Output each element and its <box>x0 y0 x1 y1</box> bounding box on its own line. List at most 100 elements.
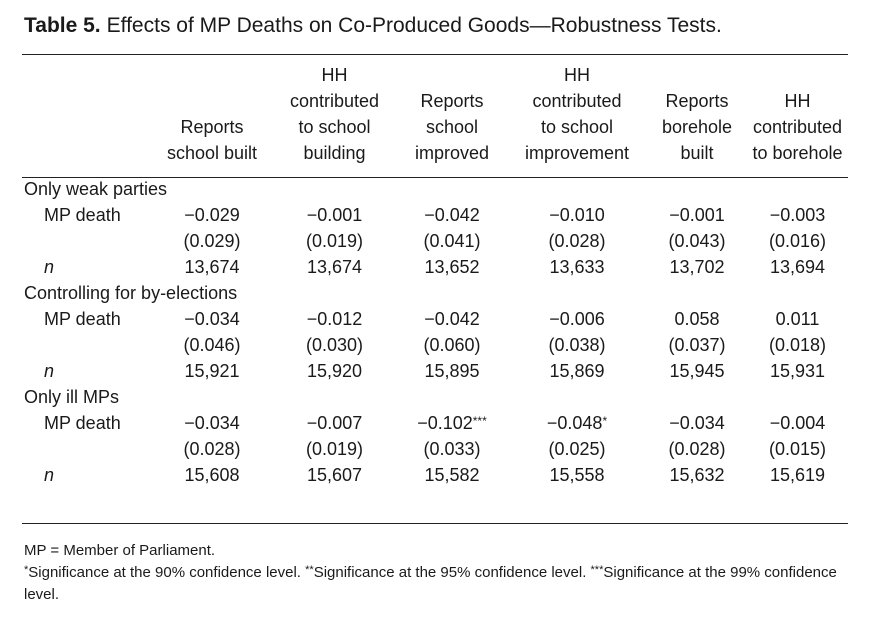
coef-value: −0.034 <box>184 309 240 329</box>
coef-cell: −0.001 <box>272 202 397 228</box>
section-title: Controlling for by-elections <box>24 283 238 303</box>
se-cell: (0.016) <box>768 231 827 251</box>
coef-value: −0.004 <box>769 413 826 433</box>
coef-value: −0.034 <box>669 413 725 433</box>
sig-mark: * <box>24 564 29 576</box>
results-table: Reports school built HH contributed to s… <box>22 62 848 488</box>
coef-cell: −0.006 <box>507 306 647 332</box>
n-cell: 13,652 <box>424 257 480 277</box>
n-cell: 13,694 <box>769 257 826 277</box>
n-cell: 15,607 <box>306 465 363 485</box>
coef-row: MP death −0.029 −0.001 −0.042 −0.010 −0.001 −0… <box>22 202 848 228</box>
se-cell: (0.033) <box>423 439 481 459</box>
header-rule <box>22 177 848 178</box>
coef-cell: −0.003 <box>747 202 848 228</box>
n-cell: 13,674 <box>184 257 240 277</box>
column-header: Reports borehole built <box>661 91 733 163</box>
coef-value: 0.058 <box>674 309 720 329</box>
n-row: n 15,608 15,607 15,582 15,558 15,632 15,619 <box>22 462 848 488</box>
column-header: HH contributed to school improvement <box>524 65 630 163</box>
n-cell: 13,674 <box>306 257 363 277</box>
coef-cell: −0.007 <box>272 410 397 436</box>
coef-value: −0.001 <box>669 205 725 225</box>
section-row: Controlling for by-elections <box>22 280 848 306</box>
n-cell: 15,921 <box>184 361 240 381</box>
row-label-empty <box>22 332 152 358</box>
coef-cell: −0.048* <box>507 410 647 436</box>
stub-header <box>22 62 152 176</box>
table-label: Table 5. <box>24 14 101 37</box>
coef-cell: −0.034 <box>152 410 272 436</box>
coef-value: −0.048 <box>546 413 603 433</box>
coef-cell: −0.102*** <box>397 410 507 436</box>
section-row: Only ill MPs <box>22 384 848 410</box>
coef-cell: −0.004 <box>747 410 848 436</box>
bottom-rule <box>22 523 848 524</box>
coef-value: −0.102 <box>417 413 473 433</box>
row-label: MP death <box>44 413 121 433</box>
top-rule <box>22 54 848 55</box>
coef-value: −0.042 <box>424 205 480 225</box>
table-title: Effects of MP Deaths on Co-Produced Good… <box>106 14 722 37</box>
section-title: Only ill MPs <box>24 387 120 407</box>
coef-row: MP death −0.034 −0.007 −0.102*** −0.048* −0.0… <box>22 410 848 436</box>
coef-value: −0.042 <box>424 309 480 329</box>
significance-note: *Significance at the 90% confidence leve… <box>24 562 854 606</box>
n-label: n <box>44 465 55 485</box>
coef-cell: 0.011 <box>747 306 848 332</box>
n-cell: 15,608 <box>184 465 240 485</box>
table-body: Only weak parties MP death −0.029 −0.001 −0.… <box>22 176 848 488</box>
se-row: (0.028) (0.019) (0.033) (0.025) (0.028) (0.01… <box>22 436 848 462</box>
column-header: Reports school improved <box>414 91 490 163</box>
coef-cell: −0.029 <box>152 202 272 228</box>
coef-cell: −0.042 <box>397 202 507 228</box>
se-cell: (0.019) <box>305 231 364 251</box>
n-cell: 15,582 <box>424 465 480 485</box>
n-cell: 15,869 <box>549 361 605 381</box>
n-label: n <box>44 361 55 381</box>
se-cell: (0.025) <box>548 439 606 459</box>
row-label-empty <box>22 436 152 462</box>
table-caption: Table 5. Effects of MP Deaths on Co-Produ… <box>24 14 722 38</box>
coef-value: −0.029 <box>184 205 240 225</box>
se-cell: (0.030) <box>305 335 364 355</box>
n-cell: 15,632 <box>669 465 725 485</box>
sig-text: Significance at the 95% confidence level… <box>313 564 591 581</box>
header-row: Reports school built HH contributed to s… <box>22 62 848 176</box>
coef-value: −0.006 <box>549 309 605 329</box>
n-cell: 15,945 <box>669 361 725 381</box>
sig-mark: ** <box>305 564 314 576</box>
section-row: Only weak parties <box>22 176 848 202</box>
se-cell: (0.029) <box>183 231 241 251</box>
sig-mark: *** <box>590 564 604 576</box>
column-header: HH contributed to borehole <box>752 91 843 163</box>
se-cell: (0.037) <box>668 335 726 355</box>
n-label: n <box>44 257 55 277</box>
coef-cell: −0.012 <box>272 306 397 332</box>
row-label-empty <box>22 228 152 254</box>
significance-stars: *** <box>472 414 487 428</box>
se-cell: (0.028) <box>668 439 726 459</box>
coef-cell: −0.034 <box>647 410 747 436</box>
coef-cell: −0.042 <box>397 306 507 332</box>
coef-row: MP death −0.034 −0.012 −0.042 −0.006 0.058 0.0… <box>22 306 848 332</box>
n-cell: 15,895 <box>424 361 480 381</box>
row-label: MP death <box>44 205 121 225</box>
se-cell: (0.038) <box>548 335 606 355</box>
se-cell: (0.028) <box>548 231 606 251</box>
n-cell: 15,619 <box>769 465 826 485</box>
n-cell: 15,558 <box>549 465 605 485</box>
coef-value: 0.011 <box>775 309 820 329</box>
se-cell: (0.018) <box>768 335 827 355</box>
n-row: n 13,674 13,674 13,652 13,633 13,702 13,694 <box>22 254 848 280</box>
coef-value: −0.034 <box>184 413 240 433</box>
coef-value: −0.001 <box>306 205 363 225</box>
se-cell: (0.060) <box>423 335 481 355</box>
coef-value: −0.003 <box>769 205 826 225</box>
row-label: MP death <box>44 309 121 329</box>
se-cell: (0.028) <box>183 439 241 459</box>
se-row: (0.029) (0.019) (0.041) (0.028) (0.043) (0.01… <box>22 228 848 254</box>
sig-text: Significance at the 99% confidence level… <box>24 564 837 603</box>
section-title: Only weak parties <box>24 179 168 199</box>
table-notes: MP = Member of Parliament. *Significance… <box>24 540 854 606</box>
